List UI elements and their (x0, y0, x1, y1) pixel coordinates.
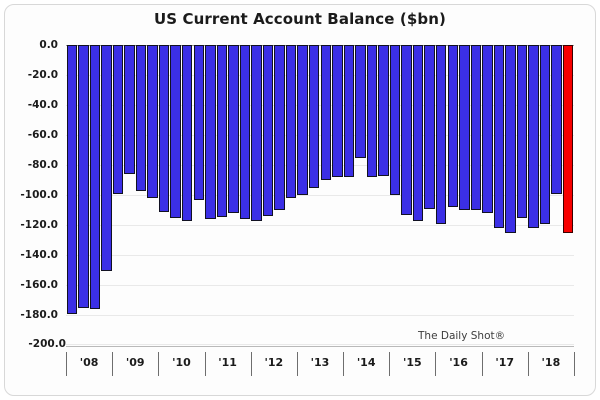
bar-highlight (563, 45, 574, 233)
gridline (66, 135, 574, 136)
bar (343, 45, 355, 177)
bar (482, 45, 493, 213)
bar (366, 45, 378, 177)
bar (216, 45, 228, 217)
x-axis-tick-label: '12 (264, 356, 284, 369)
bar (332, 45, 343, 177)
x-axis-group: '12 (251, 347, 297, 381)
bar (66, 45, 77, 315)
x-axis-separator (389, 352, 391, 376)
x-axis-tick-label: '13 (310, 356, 330, 369)
x-axis-group: '09 (112, 347, 158, 381)
bar (135, 45, 147, 191)
x-axis-separator (158, 352, 160, 376)
x-axis-tick-label: '16 (449, 356, 468, 369)
bar (78, 45, 89, 308)
x-axis-group: '14 (343, 347, 389, 381)
gridline (66, 45, 574, 46)
bar (539, 45, 551, 224)
x-axis-separator (343, 352, 345, 376)
gridline (66, 255, 574, 256)
gridline (66, 75, 574, 76)
bar (401, 45, 412, 215)
bar (309, 45, 320, 188)
bar-series (66, 45, 574, 345)
bar (505, 45, 516, 233)
bar (124, 45, 135, 174)
x-axis-separator (66, 352, 67, 376)
bar (112, 45, 124, 195)
bar (378, 45, 389, 176)
bar (493, 45, 505, 228)
x-axis-group: '15 (389, 347, 435, 381)
bar (285, 45, 297, 198)
x-axis-separator (481, 352, 483, 376)
x-axis-tick-label: '15 (403, 356, 422, 369)
x-axis-separator (527, 352, 529, 376)
bar (101, 45, 112, 271)
x-axis-separator (112, 352, 114, 376)
gridline (66, 165, 574, 166)
bar (228, 45, 239, 213)
x-axis: '08 '09 '10 '11 '12 '13 '14 '15 '16 '17 '18 (66, 346, 575, 381)
x-axis-group: '08 (66, 347, 112, 381)
x-axis-group: '13 (297, 347, 343, 381)
x-axis-tick-label: '08 (79, 356, 99, 369)
bar (205, 45, 216, 219)
bar (424, 45, 435, 209)
gridline (66, 105, 574, 106)
watermark-the-daily-shot: The Daily Shot® (418, 330, 506, 342)
bar (158, 45, 170, 212)
x-axis-group: '11 (205, 347, 251, 381)
bar (470, 45, 482, 210)
bar (320, 45, 331, 180)
gridline (66, 285, 574, 286)
bar (297, 45, 308, 195)
bar (447, 45, 458, 207)
bar (170, 45, 181, 218)
bar (459, 45, 470, 210)
x-axis-tick-label: '09 (125, 356, 145, 369)
bar (89, 45, 101, 309)
bar (516, 45, 528, 218)
x-axis-group: '18 (528, 347, 574, 381)
gridline (66, 344, 574, 345)
bar (262, 45, 274, 216)
bar (251, 45, 262, 221)
bar (239, 45, 251, 219)
x-axis-group: '17 (482, 347, 528, 381)
x-axis-separator (204, 352, 206, 376)
bar (274, 45, 285, 210)
gridline (66, 225, 574, 226)
x-axis-group: '16 (435, 347, 481, 381)
x-axis-tick-label: '11 (218, 356, 237, 369)
chart-title: US Current Account Balance ($bn) (154, 10, 446, 28)
x-axis-tick-label: '10 (172, 356, 191, 369)
x-axis-separator (250, 352, 252, 376)
x-axis-tick-label: '17 (495, 356, 515, 369)
x-axis-tick-label: '18 (541, 356, 561, 369)
bar (193, 45, 204, 201)
bar (528, 45, 539, 228)
bar (389, 45, 401, 195)
plot-area (66, 45, 574, 345)
x-axis-tick-label: '14 (356, 356, 376, 369)
bar (182, 45, 193, 221)
bar (412, 45, 424, 221)
bar (147, 45, 158, 198)
bar (355, 45, 366, 158)
y-axis-tick-bottom: -200.0 (28, 338, 66, 350)
gridline (66, 315, 574, 316)
x-axis-separator (296, 352, 298, 376)
gridline (66, 195, 574, 196)
x-axis-group: '10 (158, 347, 204, 381)
bar (436, 45, 447, 224)
x-axis-separator (435, 352, 437, 376)
bar (551, 45, 562, 194)
x-axis-separator (574, 352, 575, 376)
